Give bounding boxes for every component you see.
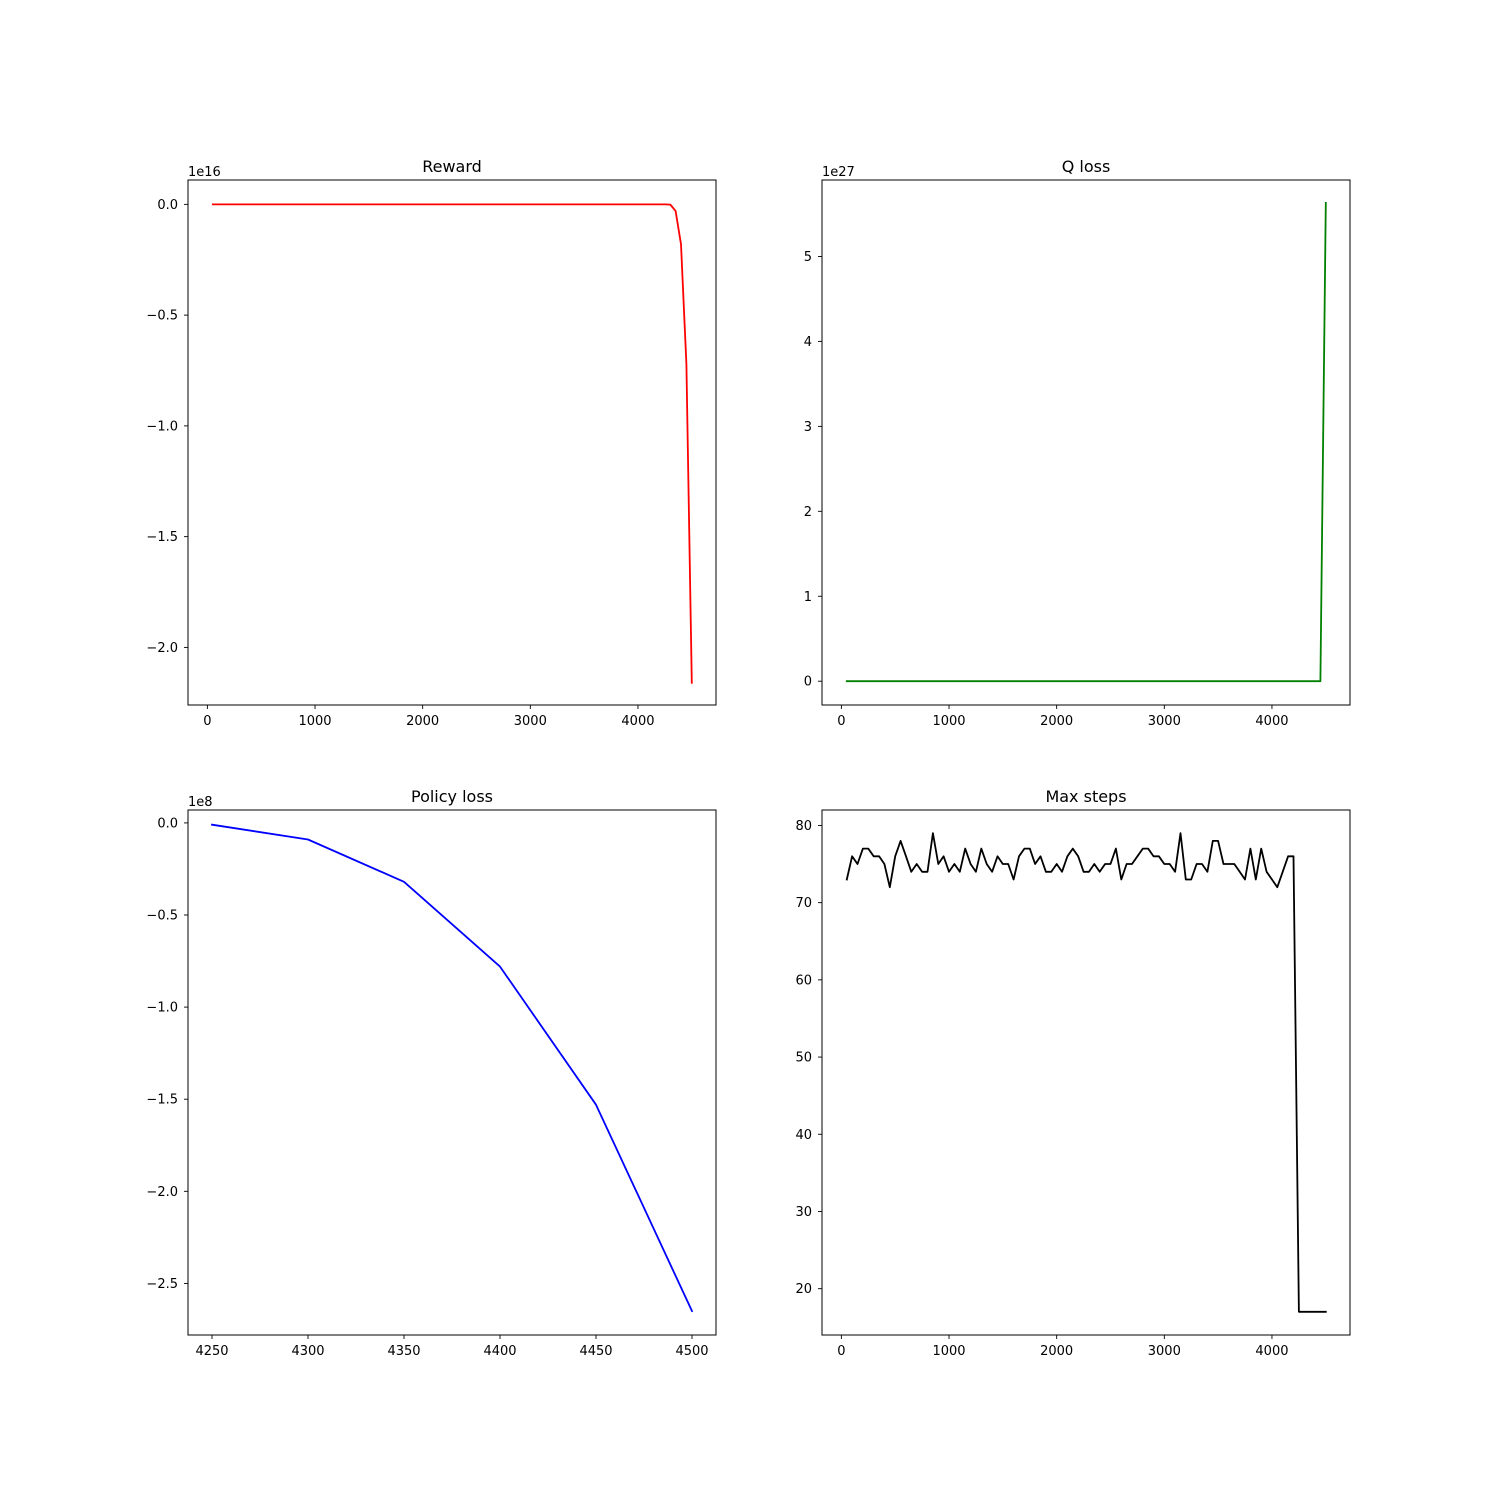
policy-loss-x-tick-label: 4350 <box>387 1344 420 1359</box>
q-loss-x-tick-label: 1000 <box>932 714 965 729</box>
policy-loss-offset-text: 1e8 <box>188 795 213 810</box>
max-steps-y-tick-label: 70 <box>795 896 812 911</box>
reward-subplot: Reward 1e16 0 1000 2000 3000 4000 0.0 −0.5 −1.0 −1… <box>146 157 717 729</box>
policy-loss-y-tick-label: 0.0 <box>157 816 178 831</box>
q-loss-series-line <box>845 201 1327 683</box>
reward-y-tick-label: −2.0 <box>146 641 178 656</box>
reward-y-tick-label: −1.0 <box>146 419 178 434</box>
max-steps-series-line <box>845 832 1327 1313</box>
policy-loss-x-tick-label: 4500 <box>675 1344 708 1359</box>
reward-axes-frame <box>187 179 717 706</box>
policy-loss-y-tick-label: −2.5 <box>146 1277 178 1292</box>
reward-x-tick-label: 0 <box>203 714 211 729</box>
max-steps-x-tick-label: 4000 <box>1255 1344 1288 1359</box>
q-loss-x-tick-label: 3000 <box>1148 714 1181 729</box>
max-steps-y-tick-label: 80 <box>795 819 812 834</box>
policy-loss-x-tick-label: 4400 <box>483 1344 516 1359</box>
policy-loss-x-tick-label: 4450 <box>579 1344 612 1359</box>
reward-title: Reward <box>422 157 482 176</box>
max-steps-axes-frame <box>821 809 1351 1336</box>
reward-y-tick-label: −1.5 <box>146 530 178 545</box>
policy-loss-axes-frame <box>187 809 717 1336</box>
max-steps-x-tick-label: 2000 <box>1040 1344 1073 1359</box>
reward-x-tick-label: 3000 <box>514 714 547 729</box>
max-steps-y-tick-label: 30 <box>795 1205 812 1220</box>
max-steps-x-tick-label: 3000 <box>1148 1344 1181 1359</box>
max-steps-y-tick-label: 40 <box>795 1128 812 1143</box>
max-steps-x-tick-label: 1000 <box>932 1344 965 1359</box>
policy-loss-x-tick-label: 4300 <box>291 1344 324 1359</box>
reward-series-line <box>211 203 693 684</box>
reward-x-tick-label: 1000 <box>298 714 331 729</box>
q-loss-axes-frame <box>821 179 1351 706</box>
q-loss-x-tick-label: 4000 <box>1255 714 1288 729</box>
max-steps-y-tick-label: 60 <box>795 973 812 988</box>
reward-y-tick-label: −0.5 <box>146 309 178 324</box>
policy-loss-y-tick-label: −2.0 <box>146 1185 178 1200</box>
q-loss-title: Q loss <box>1062 157 1111 176</box>
policy-loss-y-tick-label: −0.5 <box>146 909 178 924</box>
reward-x-tick-label: 2000 <box>406 714 439 729</box>
q-loss-y-tick-label: 3 <box>804 420 812 435</box>
q-loss-y-tick-label: 4 <box>804 335 812 350</box>
q-loss-x-tick-label: 2000 <box>1040 714 1073 729</box>
q-loss-y-tick-label: 2 <box>804 505 812 520</box>
max-steps-x-tick-label: 0 <box>837 1344 845 1359</box>
max-steps-subplot: Max steps 0 1000 2000 3000 4000 20 30 40 50 60 70 80 <box>795 787 1351 1359</box>
policy-loss-title: Policy loss <box>411 787 493 806</box>
q-loss-y-tick-label: 5 <box>804 250 812 265</box>
reward-y-tick-label: 0.0 <box>157 198 178 213</box>
policy-loss-x-tick-label: 4250 <box>195 1344 228 1359</box>
policy-loss-y-tick-label: −1.0 <box>146 1001 178 1016</box>
q-loss-offset-text: 1e27 <box>822 165 855 180</box>
q-loss-subplot: Q loss 1e27 0 1000 2000 3000 4000 0 1 2 3 4 5 <box>804 157 1351 729</box>
max-steps-y-tick-label: 50 <box>795 1051 812 1066</box>
reward-x-tick-label: 4000 <box>621 714 654 729</box>
policy-loss-series-line <box>210 823 694 1313</box>
q-loss-x-tick-label: 0 <box>837 714 845 729</box>
policy-loss-y-tick-label: −1.5 <box>146 1093 178 1108</box>
q-loss-y-tick-label: 1 <box>804 590 812 605</box>
max-steps-title: Max steps <box>1045 787 1126 806</box>
reward-offset-text: 1e16 <box>188 165 221 180</box>
max-steps-y-tick-label: 20 <box>795 1282 812 1297</box>
policy-loss-subplot: Policy loss 1e8 4250 4300 4350 4400 4450 4500 0.… <box>146 787 717 1359</box>
q-loss-y-tick-label: 0 <box>804 675 812 690</box>
